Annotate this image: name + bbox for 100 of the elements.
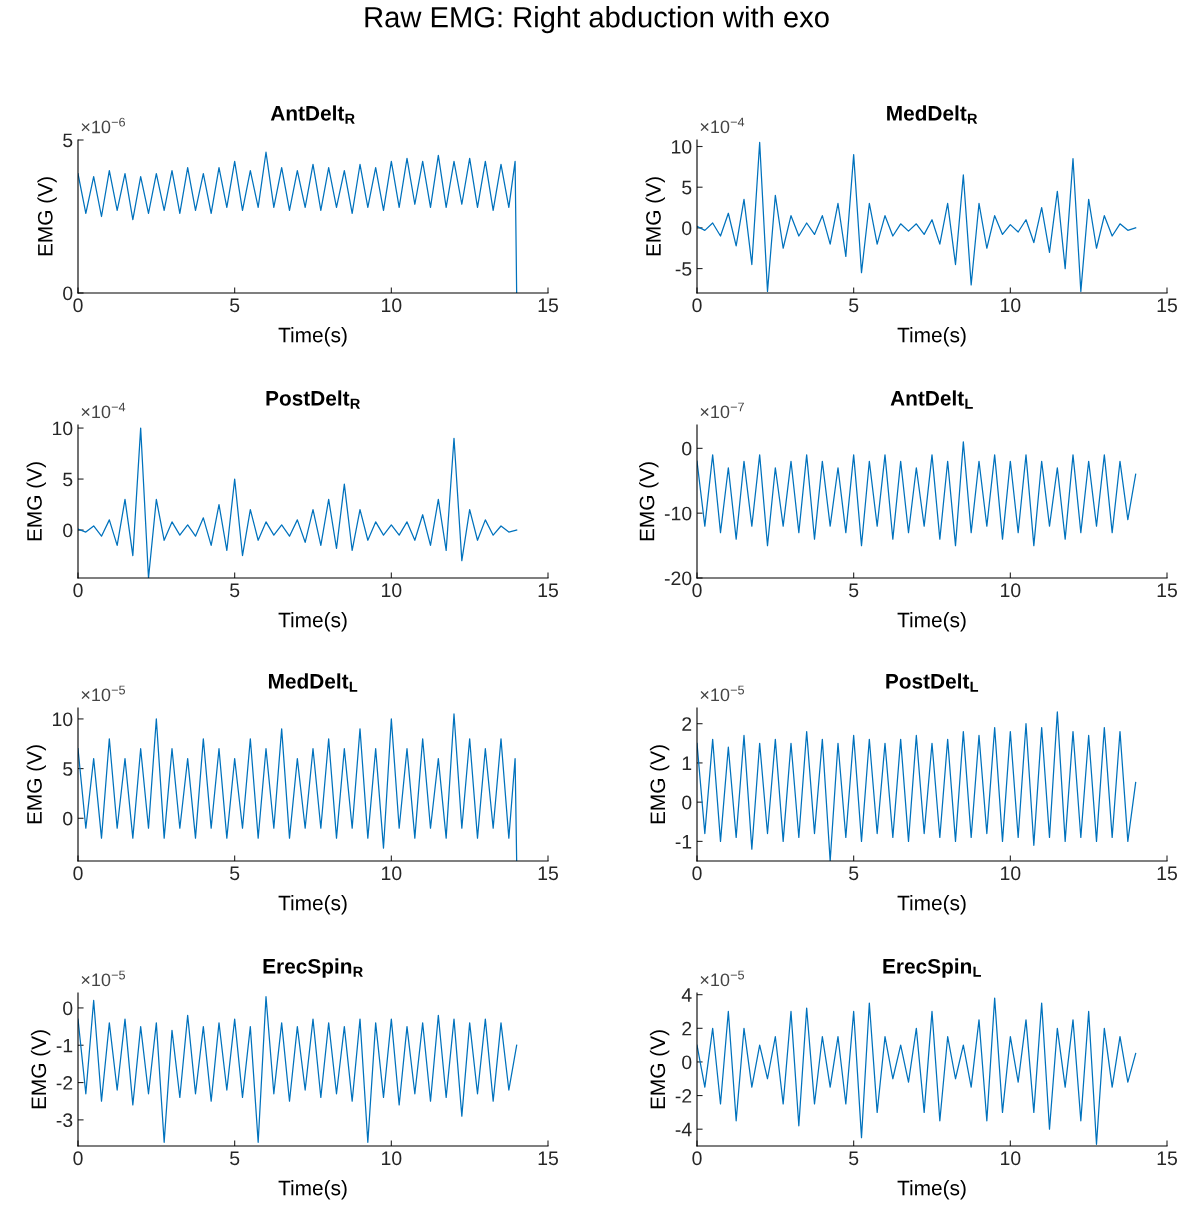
x-tick-label: 15 [1157,1151,1177,1166]
y-tick-label: -3 [56,1113,73,1128]
x-tick-label: 10 [1001,1151,1021,1166]
x-tick-label: 5 [230,1151,240,1166]
line-series [697,441,1137,547]
y-tick-label: 0 [682,441,692,456]
x-tick-label: 0 [692,866,702,881]
x-tick-label: 15 [1157,866,1177,881]
y-tick-label: -20 [664,571,692,586]
x-tick-label: 0 [73,866,83,881]
chart-title: AntDelt$_{L}$ [890,390,973,409]
x-tick-label: 15 [1157,298,1177,313]
x-tick-label: 5 [849,1151,859,1166]
y-axis-title: EMG (V) [26,745,46,824]
x-tick-label: 0 [73,1151,83,1166]
y-tick-label: 0 [682,1055,692,1070]
y-axis-title: EMG (V) [37,177,57,256]
x-tick-label: 0 [692,1151,702,1166]
x-tick-label: 10 [1001,866,1021,881]
y-tick-label: 10 [53,421,73,436]
x-axis-title: Time(s) [278,895,347,915]
y-axis-title: EMG (V) [649,745,670,824]
line-series [78,151,518,293]
x-tick-label: 0 [692,298,702,313]
chart-title: MedDelt$_{R}$ [887,105,978,124]
line-series [78,713,518,861]
y-tick-label: 5 [63,133,73,148]
x-tick-label: 5 [230,583,240,598]
chart-title: PostDelt$_{R}$ [266,390,361,409]
x-axis-title: Time(s) [897,895,966,915]
line-series [697,141,1137,292]
y-tick-label: 2 [682,717,692,731]
y-tick-label: -2 [675,1089,692,1103]
x-tick-label: 10 [382,866,402,881]
x-tick-label: 5 [849,866,859,881]
y-tick-label: -1 [56,1038,73,1053]
line-series [78,996,518,1143]
text: ×10$^{−7}$ [700,402,744,419]
x-tick-label: 10 [1001,298,1021,313]
y-axis-title: EMG (V) [639,462,659,541]
x-tick-label: 0 [73,583,83,598]
line-series [697,711,1137,861]
x-tick-label: 15 [538,583,558,598]
text: ×10$^{−4}$ [700,117,745,134]
y-tick-label: 5 [63,472,73,487]
x-tick-label: 5 [230,298,240,313]
x-tick-label: 15 [538,298,558,313]
y-tick-label: 2 [682,1021,692,1036]
x-axis-title: Time(s) [278,327,347,347]
x-tick-label: 10 [1001,583,1021,598]
x-tick-label: 15 [1157,583,1177,598]
y-axis-title: EMG (V) [26,462,46,541]
text: ×10$^{−5}$ [700,685,745,702]
y-tick-label: 5 [682,180,692,195]
y-tick-label: -2 [56,1076,73,1090]
y-tick-label: 0 [63,811,73,826]
x-axis-title: Time(s) [897,327,966,347]
x-tick-label: 0 [692,583,702,598]
y-tick-label: -5 [675,262,692,276]
x-axis-title: Time(s) [278,612,347,632]
y-tick-label: 10 [672,139,692,154]
x-tick-label: 5 [849,298,859,313]
chart-title: ErecSpin$_{R}$ [263,958,363,978]
y-tick-label: 0 [63,1001,73,1016]
line-series [697,997,1137,1145]
x-tick-label: 0 [73,298,83,313]
text: ×10$^{−5}$ [700,970,745,987]
x-tick-label: 10 [382,1151,402,1166]
text: ×10$^{−5}$ [81,970,126,987]
y-tick-label: 0 [63,286,73,301]
chart-title: AntDelt$_{R}$ [270,105,355,124]
x-axis-title: Time(s) [897,612,966,632]
y-axis-title: EMG (V) [645,177,665,256]
text: ×10$^{−5}$ [81,685,126,702]
text: Raw EMG: Right abduction with exo [365,6,829,34]
y-tick-label: -10 [664,506,692,521]
y-axis-title: EMG (V) [30,1030,51,1109]
x-axis-title: Time(s) [897,1180,966,1200]
y-tick-label: 1 [682,756,692,770]
y-tick-label: -1 [675,835,692,849]
x-axis-title: Time(s) [278,1180,347,1200]
chart-title: PostDelt$_{L}$ [886,673,979,692]
y-tick-label: 5 [63,762,73,776]
x-tick-label: 5 [849,583,859,598]
x-tick-label: 15 [538,1151,558,1166]
x-tick-label: 10 [382,298,402,313]
y-tick-label: -4 [675,1122,692,1137]
y-tick-label: 0 [682,221,692,236]
text: ×10$^{−4}$ [81,402,126,419]
y-tick-label: 4 [681,988,692,1002]
text: ×10$^{−6}$ [81,117,125,134]
line-series [78,427,518,578]
y-tick-label: 0 [682,795,692,810]
y-axis-title: EMG (V) [649,1030,670,1109]
x-tick-label: 15 [538,866,558,881]
x-tick-label: 10 [382,583,402,598]
chart-title: MedDelt$_{L}$ [268,673,358,692]
y-tick-label: 10 [53,712,73,727]
y-tick-label: 0 [63,523,73,538]
x-tick-label: 5 [230,866,240,881]
